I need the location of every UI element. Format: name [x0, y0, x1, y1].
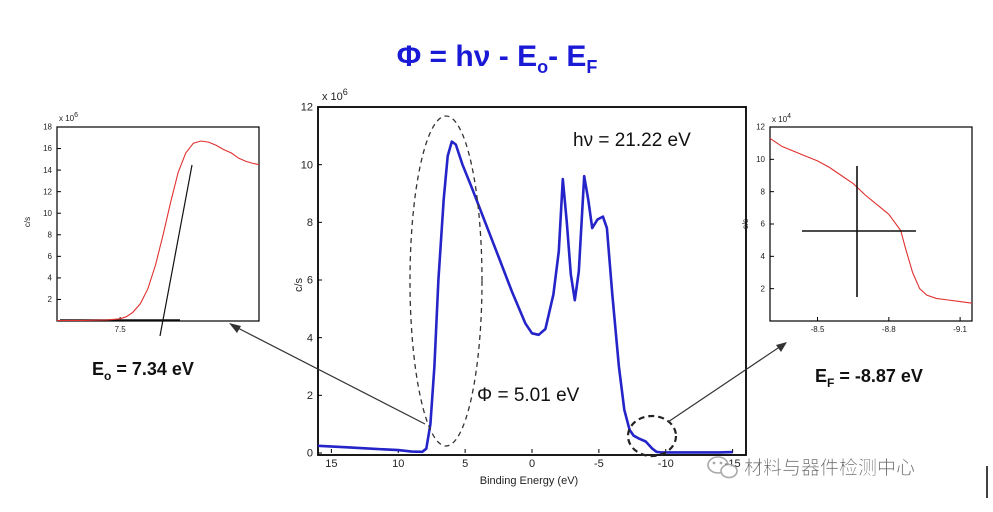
wechat-icon	[707, 456, 738, 479]
right-xtick-label: -8.8	[882, 325, 896, 334]
main-xtick-label: 0	[529, 458, 535, 470]
main-ytick-label: 4	[307, 332, 313, 344]
right-ytick-label: 4	[761, 252, 766, 261]
right-y-axis-label: c/s	[741, 219, 750, 229]
right-ytick-label: 12	[756, 123, 765, 132]
left-xtick-label: 7.5	[115, 325, 127, 334]
left-connector-arrowhead	[229, 323, 241, 333]
equation-middle: = hν - E	[421, 40, 537, 73]
equation-sub-o: o	[537, 57, 548, 77]
left-connector-line	[231, 324, 426, 425]
equation-phi: Φ	[397, 40, 422, 73]
e0-result-label: Eo = 7.34 eV	[92, 359, 194, 383]
left-y-multiplier: x 106	[59, 112, 78, 123]
left-ytick-label: 12	[43, 187, 52, 196]
left-ytick-label: 8	[48, 230, 53, 239]
main-ytick-label: 12	[301, 102, 313, 114]
right-ytick-label: 2	[761, 284, 766, 293]
left-ytick-label: 16	[43, 144, 52, 153]
main-xtick-label: -10	[658, 458, 674, 470]
watermark: 材料与器件检测中心	[707, 456, 915, 479]
left-ytick-label: 2	[48, 295, 53, 304]
equation-sub-f: F	[586, 57, 597, 77]
right-zoom-frame	[769, 126, 973, 322]
main-ytick-label: 2	[307, 390, 313, 402]
work-function-annotation: Φ = 5.01 eV	[477, 385, 580, 406]
right-zoom-axis-ticks: -8.5 -8.8 -9.1 2 4 6 8 10 12	[756, 123, 967, 334]
main-plot-frame	[317, 106, 747, 456]
ef-result-label: EF = -8.87 eV	[815, 366, 923, 390]
right-y-multiplier: x 104	[772, 113, 791, 124]
left-zoom-axis-ticks: 7.5 2 4 6 8 10 12 14 16 18	[43, 123, 126, 334]
main-ytick-label: 0	[307, 448, 313, 460]
main-xtick-label: 10	[392, 458, 404, 470]
left-y-axis-label: c/s	[23, 217, 32, 227]
right-xtick-label: -9.1	[953, 325, 967, 334]
main-ytick-label: 10	[301, 159, 313, 171]
main-y-axis-label: c/s	[293, 277, 305, 292]
main-spectrum-curve	[317, 140, 733, 454]
left-zoom-frame	[56, 126, 260, 322]
right-connector-line	[667, 343, 785, 423]
cutoff-highlight-ellipse	[409, 115, 483, 447]
left-zoom-curve	[56, 140, 260, 322]
fermi-highlight-circle	[626, 414, 678, 458]
left-ytick-label: 4	[48, 274, 53, 283]
photon-energy-annotation: hν = 21.22 eV	[573, 130, 691, 151]
right-ytick-label: 8	[761, 187, 766, 196]
left-ytick-label: 18	[43, 123, 52, 132]
main-xtick-label: -5	[594, 458, 604, 470]
main-ytick-label: 6	[307, 275, 313, 287]
left-ytick-label: 6	[48, 252, 53, 261]
equation-title: Φ = hν - Eo- EF	[397, 40, 598, 77]
right-zoom-curve	[769, 137, 973, 304]
main-x-axis-label: Binding Energy (eV)	[480, 475, 578, 487]
right-ytick-label: 10	[756, 155, 765, 164]
left-ytick-label: 14	[43, 166, 52, 175]
left-ytick-label: 10	[43, 209, 52, 218]
main-xtick-label: 5	[462, 458, 468, 470]
right-connector-arrowhead	[776, 342, 787, 352]
equation-dash: - E	[548, 40, 586, 73]
left-tangent-line	[159, 164, 193, 337]
watermark-text: 材料与器件检测中心	[744, 457, 915, 479]
main-ytick-label: 8	[307, 217, 313, 229]
main-y-multiplier: x 106	[322, 87, 348, 103]
right-ytick-label: 6	[761, 220, 766, 229]
main-xtick-label: 15	[325, 458, 337, 470]
right-xtick-label: -8.5	[811, 325, 825, 334]
